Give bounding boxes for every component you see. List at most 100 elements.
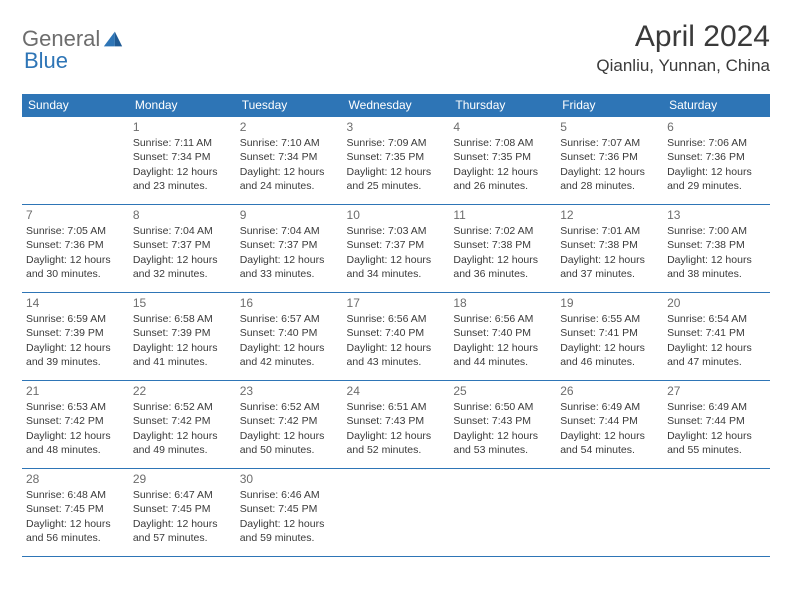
calendar-cell: 18Sunrise: 6:56 AMSunset: 7:40 PMDayligh… (449, 293, 556, 381)
sunset-text: Sunset: 7:37 PM (133, 238, 232, 252)
sunset-text: Sunset: 7:38 PM (667, 238, 766, 252)
day-number: 29 (133, 471, 232, 487)
calendar-cell: 12Sunrise: 7:01 AMSunset: 7:38 PMDayligh… (556, 205, 663, 293)
sunrise-text: Sunrise: 6:47 AM (133, 488, 232, 502)
calendar-cell (449, 469, 556, 557)
sunset-text: Sunset: 7:40 PM (347, 326, 446, 340)
location-text: Qianliu, Yunnan, China (596, 56, 770, 76)
calendar-cell: 3Sunrise: 7:09 AMSunset: 7:35 PMDaylight… (343, 117, 450, 205)
calendar-cell: 7Sunrise: 7:05 AMSunset: 7:36 PMDaylight… (22, 205, 129, 293)
daylight-text: Daylight: 12 hours and 59 minutes. (240, 517, 339, 545)
day-number: 14 (26, 295, 125, 311)
sunset-text: Sunset: 7:44 PM (560, 414, 659, 428)
sunset-text: Sunset: 7:34 PM (133, 150, 232, 164)
calendar-cell (556, 469, 663, 557)
day-number: 5 (560, 119, 659, 135)
daylight-text: Daylight: 12 hours and 39 minutes. (26, 341, 125, 369)
daylight-text: Daylight: 12 hours and 53 minutes. (453, 429, 552, 457)
calendar-cell: 17Sunrise: 6:56 AMSunset: 7:40 PMDayligh… (343, 293, 450, 381)
day-number: 16 (240, 295, 339, 311)
calendar-row: 7Sunrise: 7:05 AMSunset: 7:36 PMDaylight… (22, 205, 770, 293)
sunset-text: Sunset: 7:37 PM (347, 238, 446, 252)
sunrise-text: Sunrise: 6:46 AM (240, 488, 339, 502)
sunset-text: Sunset: 7:40 PM (453, 326, 552, 340)
day-number: 8 (133, 207, 232, 223)
calendar-cell: 6Sunrise: 7:06 AMSunset: 7:36 PMDaylight… (663, 117, 770, 205)
sunset-text: Sunset: 7:41 PM (667, 326, 766, 340)
calendar-cell: 10Sunrise: 7:03 AMSunset: 7:37 PMDayligh… (343, 205, 450, 293)
sunrise-text: Sunrise: 6:53 AM (26, 400, 125, 414)
sunrise-text: Sunrise: 6:52 AM (133, 400, 232, 414)
daylight-text: Daylight: 12 hours and 44 minutes. (453, 341, 552, 369)
calendar-cell (343, 469, 450, 557)
sunset-text: Sunset: 7:41 PM (560, 326, 659, 340)
sunset-text: Sunset: 7:45 PM (26, 502, 125, 516)
day-number: 4 (453, 119, 552, 135)
sunset-text: Sunset: 7:38 PM (560, 238, 659, 252)
sunrise-text: Sunrise: 6:49 AM (667, 400, 766, 414)
sunset-text: Sunset: 7:36 PM (667, 150, 766, 164)
calendar-row: 28Sunrise: 6:48 AMSunset: 7:45 PMDayligh… (22, 469, 770, 557)
sunrise-text: Sunrise: 7:09 AM (347, 136, 446, 150)
daylight-text: Daylight: 12 hours and 49 minutes. (133, 429, 232, 457)
sunrise-text: Sunrise: 7:00 AM (667, 224, 766, 238)
day-number: 15 (133, 295, 232, 311)
calendar-cell: 23Sunrise: 6:52 AMSunset: 7:42 PMDayligh… (236, 381, 343, 469)
sunrise-text: Sunrise: 6:54 AM (667, 312, 766, 326)
daylight-text: Daylight: 12 hours and 26 minutes. (453, 165, 552, 193)
calendar-cell: 27Sunrise: 6:49 AMSunset: 7:44 PMDayligh… (663, 381, 770, 469)
sunrise-text: Sunrise: 6:52 AM (240, 400, 339, 414)
calendar-cell: 25Sunrise: 6:50 AMSunset: 7:43 PMDayligh… (449, 381, 556, 469)
calendar-cell: 24Sunrise: 6:51 AMSunset: 7:43 PMDayligh… (343, 381, 450, 469)
day-number: 17 (347, 295, 446, 311)
sunset-text: Sunset: 7:43 PM (347, 414, 446, 428)
day-number: 20 (667, 295, 766, 311)
day-number: 13 (667, 207, 766, 223)
calendar-cell: 5Sunrise: 7:07 AMSunset: 7:36 PMDaylight… (556, 117, 663, 205)
calendar-row: 1Sunrise: 7:11 AMSunset: 7:34 PM Daylight… (22, 117, 770, 205)
calendar-cell: 26Sunrise: 6:49 AMSunset: 7:44 PMDayligh… (556, 381, 663, 469)
sunset-text: Sunset: 7:39 PM (133, 326, 232, 340)
calendar-cell: 14Sunrise: 6:59 AMSunset: 7:39 PMDayligh… (22, 293, 129, 381)
calendar-cell: 29Sunrise: 6:47 AMSunset: 7:45 PMDayligh… (129, 469, 236, 557)
calendar-cell: 19Sunrise: 6:55 AMSunset: 7:41 PMDayligh… (556, 293, 663, 381)
sunset-text: Sunset: 7:42 PM (26, 414, 125, 428)
weekday-header: Monday (129, 94, 236, 117)
daylight-text: Daylight: 12 hours and 52 minutes. (347, 429, 446, 457)
sunrise-text: Sunrise: 7:10 AM (240, 136, 339, 150)
sunset-text: Sunset: 7:45 PM (240, 502, 339, 516)
day-number: 12 (560, 207, 659, 223)
sunset-text: Sunset: 7:36 PM (560, 150, 659, 164)
sunrise-text: Sunrise: 6:51 AM (347, 400, 446, 414)
sunrise-text: Sunrise: 7:11 AM (133, 136, 232, 150)
sunrise-text: Sunrise: 6:59 AM (26, 312, 125, 326)
day-number: 18 (453, 295, 552, 311)
sunrise-text: Sunrise: 6:56 AM (347, 312, 446, 326)
sunset-text: Sunset: 7:35 PM (347, 150, 446, 164)
day-number: 1 (133, 119, 232, 135)
calendar-cell: 20Sunrise: 6:54 AMSunset: 7:41 PMDayligh… (663, 293, 770, 381)
calendar-cell: 22Sunrise: 6:52 AMSunset: 7:42 PMDayligh… (129, 381, 236, 469)
daylight-text: Daylight: 12 hours and 25 minutes. (347, 165, 446, 193)
sunrise-text: Sunrise: 6:48 AM (26, 488, 125, 502)
sunrise-text: Sunrise: 7:04 AM (240, 224, 339, 238)
daylight-text: Daylight: 12 hours and 47 minutes. (667, 341, 766, 369)
sunrise-text: Sunrise: 6:50 AM (453, 400, 552, 414)
logo-text-blue: Blue (24, 48, 68, 73)
sunset-text: Sunset: 7:39 PM (26, 326, 125, 340)
day-number: 24 (347, 383, 446, 399)
header: General April 2024 Qianliu, Yunnan, Chin… (22, 20, 770, 76)
daylight-text: Daylight: 12 hours and 32 minutes. (133, 253, 232, 281)
calendar-row: 21Sunrise: 6:53 AMSunset: 7:42 PMDayligh… (22, 381, 770, 469)
triangle-icon (102, 28, 124, 50)
daylight-text: Daylight: 12 hours and 36 minutes. (453, 253, 552, 281)
calendar-table: SundayMondayTuesdayWednesdayThursdayFrid… (22, 94, 770, 557)
daylight-text: Daylight: 12 hours and 28 minutes. (560, 165, 659, 193)
weekday-header: Tuesday (236, 94, 343, 117)
weekday-header-row: SundayMondayTuesdayWednesdayThursdayFrid… (22, 94, 770, 117)
daylight-text: Daylight: 12 hours and 29 minutes. (667, 165, 766, 193)
sunset-text: Sunset: 7:37 PM (240, 238, 339, 252)
weekday-header: Wednesday (343, 94, 450, 117)
sunset-text: Sunset: 7:45 PM (133, 502, 232, 516)
title-block: April 2024 Qianliu, Yunnan, China (596, 20, 770, 76)
